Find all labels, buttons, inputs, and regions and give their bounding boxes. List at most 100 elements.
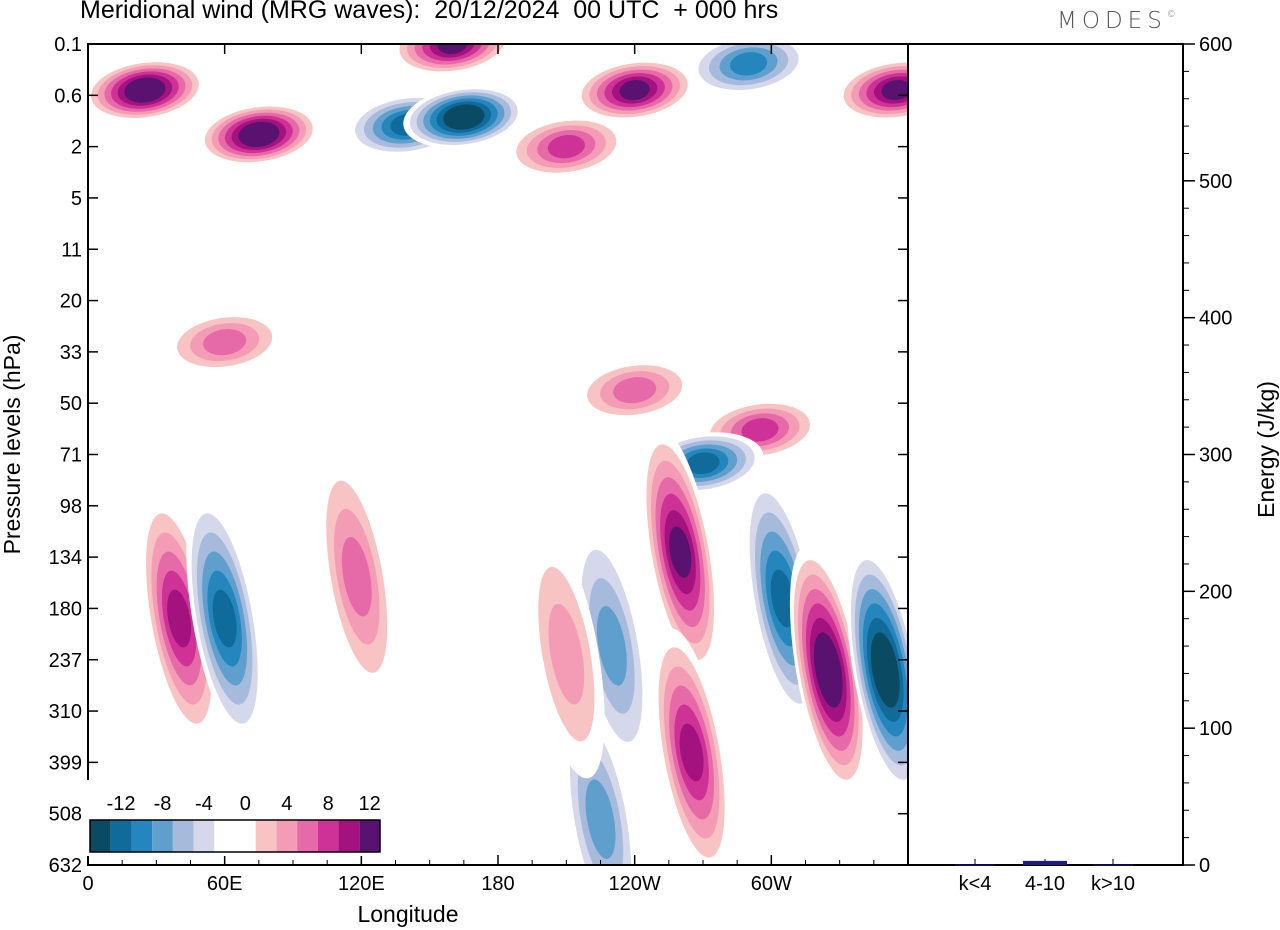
heatmap-contour — [449, 107, 478, 127]
energy-bar — [955, 864, 995, 866]
y-tick-label: 237 — [49, 650, 82, 672]
energy-axis-label: Energy (J/kg) — [1253, 381, 1279, 518]
energy-x-tick-label: k<4 — [959, 873, 992, 895]
energy-x-tick-label: 4-10 — [1025, 873, 1065, 895]
heatmap-contour — [669, 526, 692, 578]
heatmap-contour — [596, 606, 627, 686]
energy-bar — [1023, 860, 1067, 865]
colorbar-swatch — [214, 820, 235, 852]
colorbar-swatch — [152, 820, 173, 852]
heatmap-feature — [846, 545, 908, 795]
y-tick-label: 5 — [71, 188, 82, 210]
heatmap-feature — [688, 44, 810, 95]
heatmap-contour — [874, 646, 896, 694]
colorbar-label: -4 — [195, 793, 213, 815]
heatmap-contour — [679, 723, 704, 782]
chart-title: Meridional wind (MRG waves): 20/12/2024 … — [80, 0, 779, 24]
y-tick-label: 399 — [49, 752, 82, 774]
heatmap-contour — [613, 377, 657, 404]
modes-logo: MODES© — [1057, 8, 1176, 34]
heatmap-feature — [198, 103, 320, 166]
x-tick-label: 180 — [481, 873, 514, 895]
y-tick-label: 71 — [60, 445, 82, 467]
heatmap-contour — [619, 79, 650, 101]
heatmap-feature — [789, 545, 867, 795]
energy-frame — [907, 43, 1184, 866]
y-tick-label: 50 — [60, 393, 82, 415]
x-tick-label: 60W — [751, 873, 792, 895]
energy-bar — [1093, 864, 1133, 866]
y-tick-label: 180 — [49, 598, 82, 620]
heatmap-plot — [88, 44, 908, 865]
y-tick-label: 508 — [49, 804, 82, 826]
colorbar-swatch — [172, 820, 194, 852]
colorbar-label: 8 — [323, 793, 334, 815]
x-tick-label: 60E — [207, 873, 243, 895]
heatmap-contour — [585, 779, 616, 859]
heatmap-feature — [505, 115, 627, 178]
x-tick-label: 0 — [82, 873, 93, 895]
colorbar-label: -8 — [154, 793, 172, 815]
y-tick-label: 632 — [49, 855, 82, 877]
colorbar-swatch — [235, 820, 256, 852]
y-tick-label: 2 — [71, 137, 82, 159]
energy-panel: 0 100 200 300 400 500 600 k<4 4-10 k>10 Energy (J/… — [907, 34, 1279, 895]
heatmap-feature — [527, 529, 605, 779]
heatmap-feature — [403, 86, 525, 148]
colorbar-swatch — [131, 820, 153, 852]
heatmap-feature — [88, 59, 206, 121]
heatmap-feature — [836, 59, 908, 121]
colorbar-swatch — [338, 820, 360, 852]
heatmap-contour — [547, 134, 585, 159]
y-tick-label: 11 — [61, 239, 82, 261]
y-tick-label: 98 — [60, 496, 82, 518]
heatmap-contour — [167, 589, 192, 648]
y-tick-label: 310 — [49, 701, 82, 723]
heatmap-contour — [686, 452, 720, 475]
heatmap-contour — [212, 589, 237, 648]
heatmap-contour — [203, 329, 247, 356]
y-axis-label: Pressure levels (hPa) — [0, 335, 25, 555]
y-tick-label: 134 — [49, 547, 82, 569]
heatmap-feature — [186, 494, 264, 743]
heatmap-feature — [653, 628, 730, 865]
y-tick-label: 0.1 — [54, 34, 82, 56]
energy-y-tick-label: 600 — [1199, 34, 1232, 56]
y-tick-label: 20 — [60, 291, 82, 313]
energy-y-tick-label: 0 — [1199, 855, 1210, 877]
colorbar-swatch — [193, 820, 215, 852]
energy-x-tick-label: k>10 — [1091, 873, 1135, 895]
colorbar-label: 0 — [240, 793, 251, 815]
heatmap-feature — [574, 359, 696, 422]
heatmap-feature — [164, 311, 286, 374]
colorbar: -12 -8 -4 0 4 8 12 — [86, 780, 384, 856]
energy-y-tick-label: 400 — [1199, 308, 1232, 330]
axes: 0.1 0.6 2 5 11 20 33 50 71 98 134 180 237 310 399 508 63… — [0, 34, 909, 927]
heatmap-feature — [574, 59, 696, 121]
colorbar-swatch — [90, 820, 111, 852]
colorbar-swatch — [110, 820, 132, 852]
heatmap-feature — [318, 452, 396, 701]
colorbar-label: -12 — [107, 793, 136, 815]
energy-y-tick-label: 100 — [1199, 718, 1232, 740]
colorbar-swatch — [359, 820, 380, 852]
x-tick-label: 120W — [609, 873, 661, 895]
heatmap-contour — [817, 646, 839, 694]
energy-y-tick-label: 200 — [1199, 581, 1232, 603]
colorbar-swatch — [317, 820, 339, 852]
x-axis-label: Longitude — [357, 901, 458, 927]
energy-y-tick-label: 500 — [1199, 171, 1232, 193]
colorbar-label: 4 — [281, 793, 292, 815]
heatmap-contour — [741, 418, 779, 442]
colorbar-swatch — [276, 820, 298, 852]
x-tick-label: 120E — [338, 873, 385, 895]
heatmap-contour — [244, 124, 273, 144]
energy-y-tick-label: 300 — [1199, 445, 1232, 467]
colorbar-swatch — [255, 820, 277, 852]
heatmap-contour — [548, 603, 585, 705]
heatmap-contour — [341, 536, 372, 617]
colorbar-label: 12 — [359, 793, 381, 815]
heatmap-contour — [130, 80, 159, 100]
logo-text: MODES — [1057, 8, 1167, 34]
